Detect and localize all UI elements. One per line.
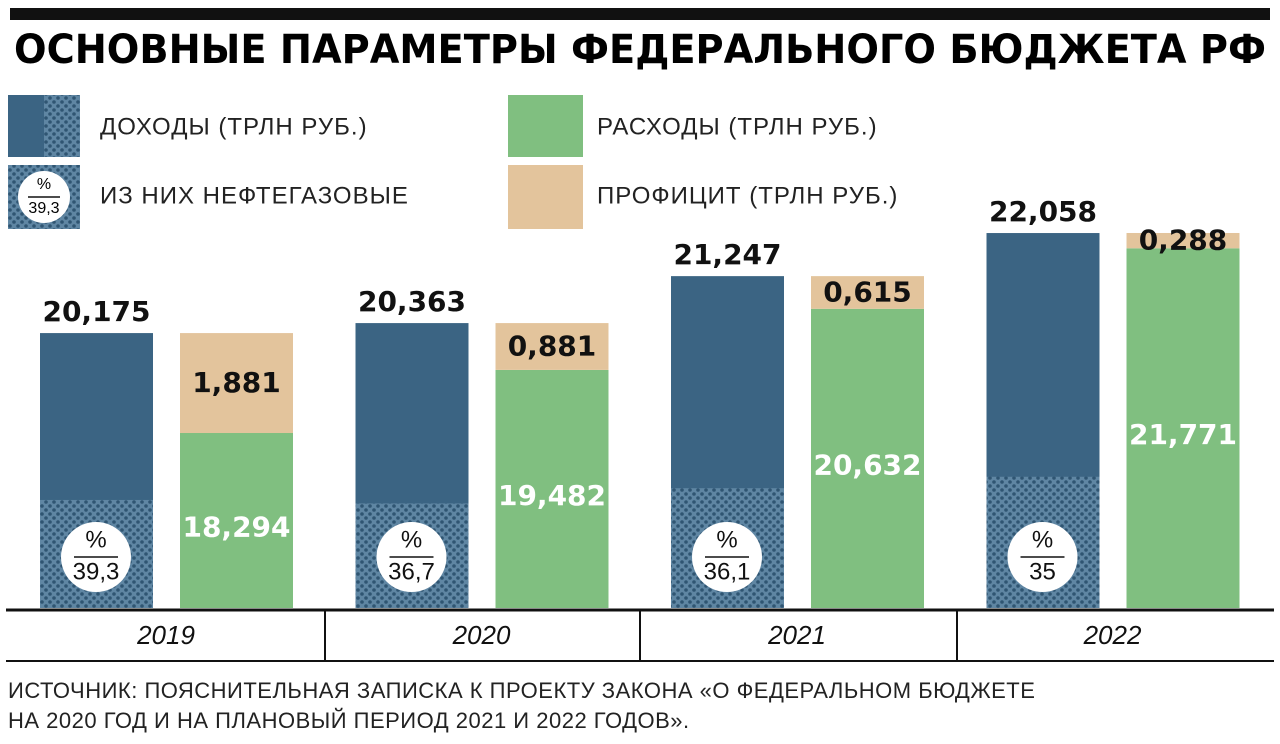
share-unit: %	[401, 526, 422, 553]
chart-title: ОСНОВНЫЕ ПАРАМЕТРЫ ФЕДЕРАЛЬНОГО БЮДЖЕТА …	[14, 27, 1266, 73]
x-tick-label: 2019	[136, 620, 195, 650]
value-label: 22,058	[989, 195, 1097, 228]
legend-swatch	[8, 95, 44, 157]
legend-badge-unit: %	[37, 176, 51, 193]
bar-segment	[811, 276, 924, 309]
legend-label: ДОХОДЫ (ТРЛН РУБ.)	[100, 113, 368, 140]
share-label: 39,3	[73, 558, 120, 585]
share-unit: %	[716, 526, 737, 553]
bar	[180, 433, 293, 608]
legend-swatch	[508, 95, 583, 157]
value-label: 0,881	[508, 329, 597, 362]
value-label: 0,288	[1139, 224, 1228, 257]
value-label: 1,881	[192, 366, 281, 399]
legend-label: ИЗ НИХ НЕФТЕГАЗОВЫЕ	[100, 182, 409, 209]
value-label: 19,482	[498, 479, 606, 512]
bar	[811, 308, 924, 608]
value-label: 18,294	[182, 511, 290, 544]
share-unit: %	[85, 526, 106, 553]
bar-segment	[1126, 232, 1240, 249]
x-tick-label: 2022	[1083, 620, 1142, 650]
value-label: 21,771	[1129, 418, 1237, 451]
source: ИСТОЧНИК: ПОЯСНИТЕЛЬНАЯ ЗАПИСКА К ПРОЕКТ…	[8, 678, 1035, 703]
legend-badge-value: 39,3	[28, 200, 59, 217]
share-unit: %	[1032, 526, 1053, 553]
bar-segment	[180, 333, 293, 434]
value-label: 20,363	[358, 285, 466, 318]
bar	[495, 369, 609, 608]
legend: ДОХОДЫ (ТРЛН РУБ.) % 39,3 ИЗ НИХ НЕФТЕГА…	[8, 95, 898, 229]
legend-label: РАСХОДЫ (ТРЛН РУБ.)	[597, 113, 878, 140]
x-tick-label: 2020	[452, 620, 511, 650]
value-label: 0,615	[823, 275, 912, 308]
bar	[1126, 248, 1240, 608]
value-label: 21,247	[673, 238, 781, 271]
share-label: 36,7	[388, 558, 435, 585]
share-label: 36,1	[704, 558, 751, 585]
source: НА 2020 ГОД И НА ПЛАНОВЫЙ ПЕРИОД 2021 И …	[8, 708, 690, 733]
x-tick-label: 2021	[767, 620, 826, 650]
share-label: 35	[1029, 558, 1056, 585]
top-rule	[10, 8, 1270, 20]
legend-label: ПРОФИЦИТ (ТРЛН РУБ.)	[597, 182, 898, 209]
legend-swatch	[508, 165, 583, 229]
value-label: 20,175	[42, 295, 150, 328]
value-label: 20,632	[813, 448, 921, 481]
bar-segment	[495, 323, 609, 370]
